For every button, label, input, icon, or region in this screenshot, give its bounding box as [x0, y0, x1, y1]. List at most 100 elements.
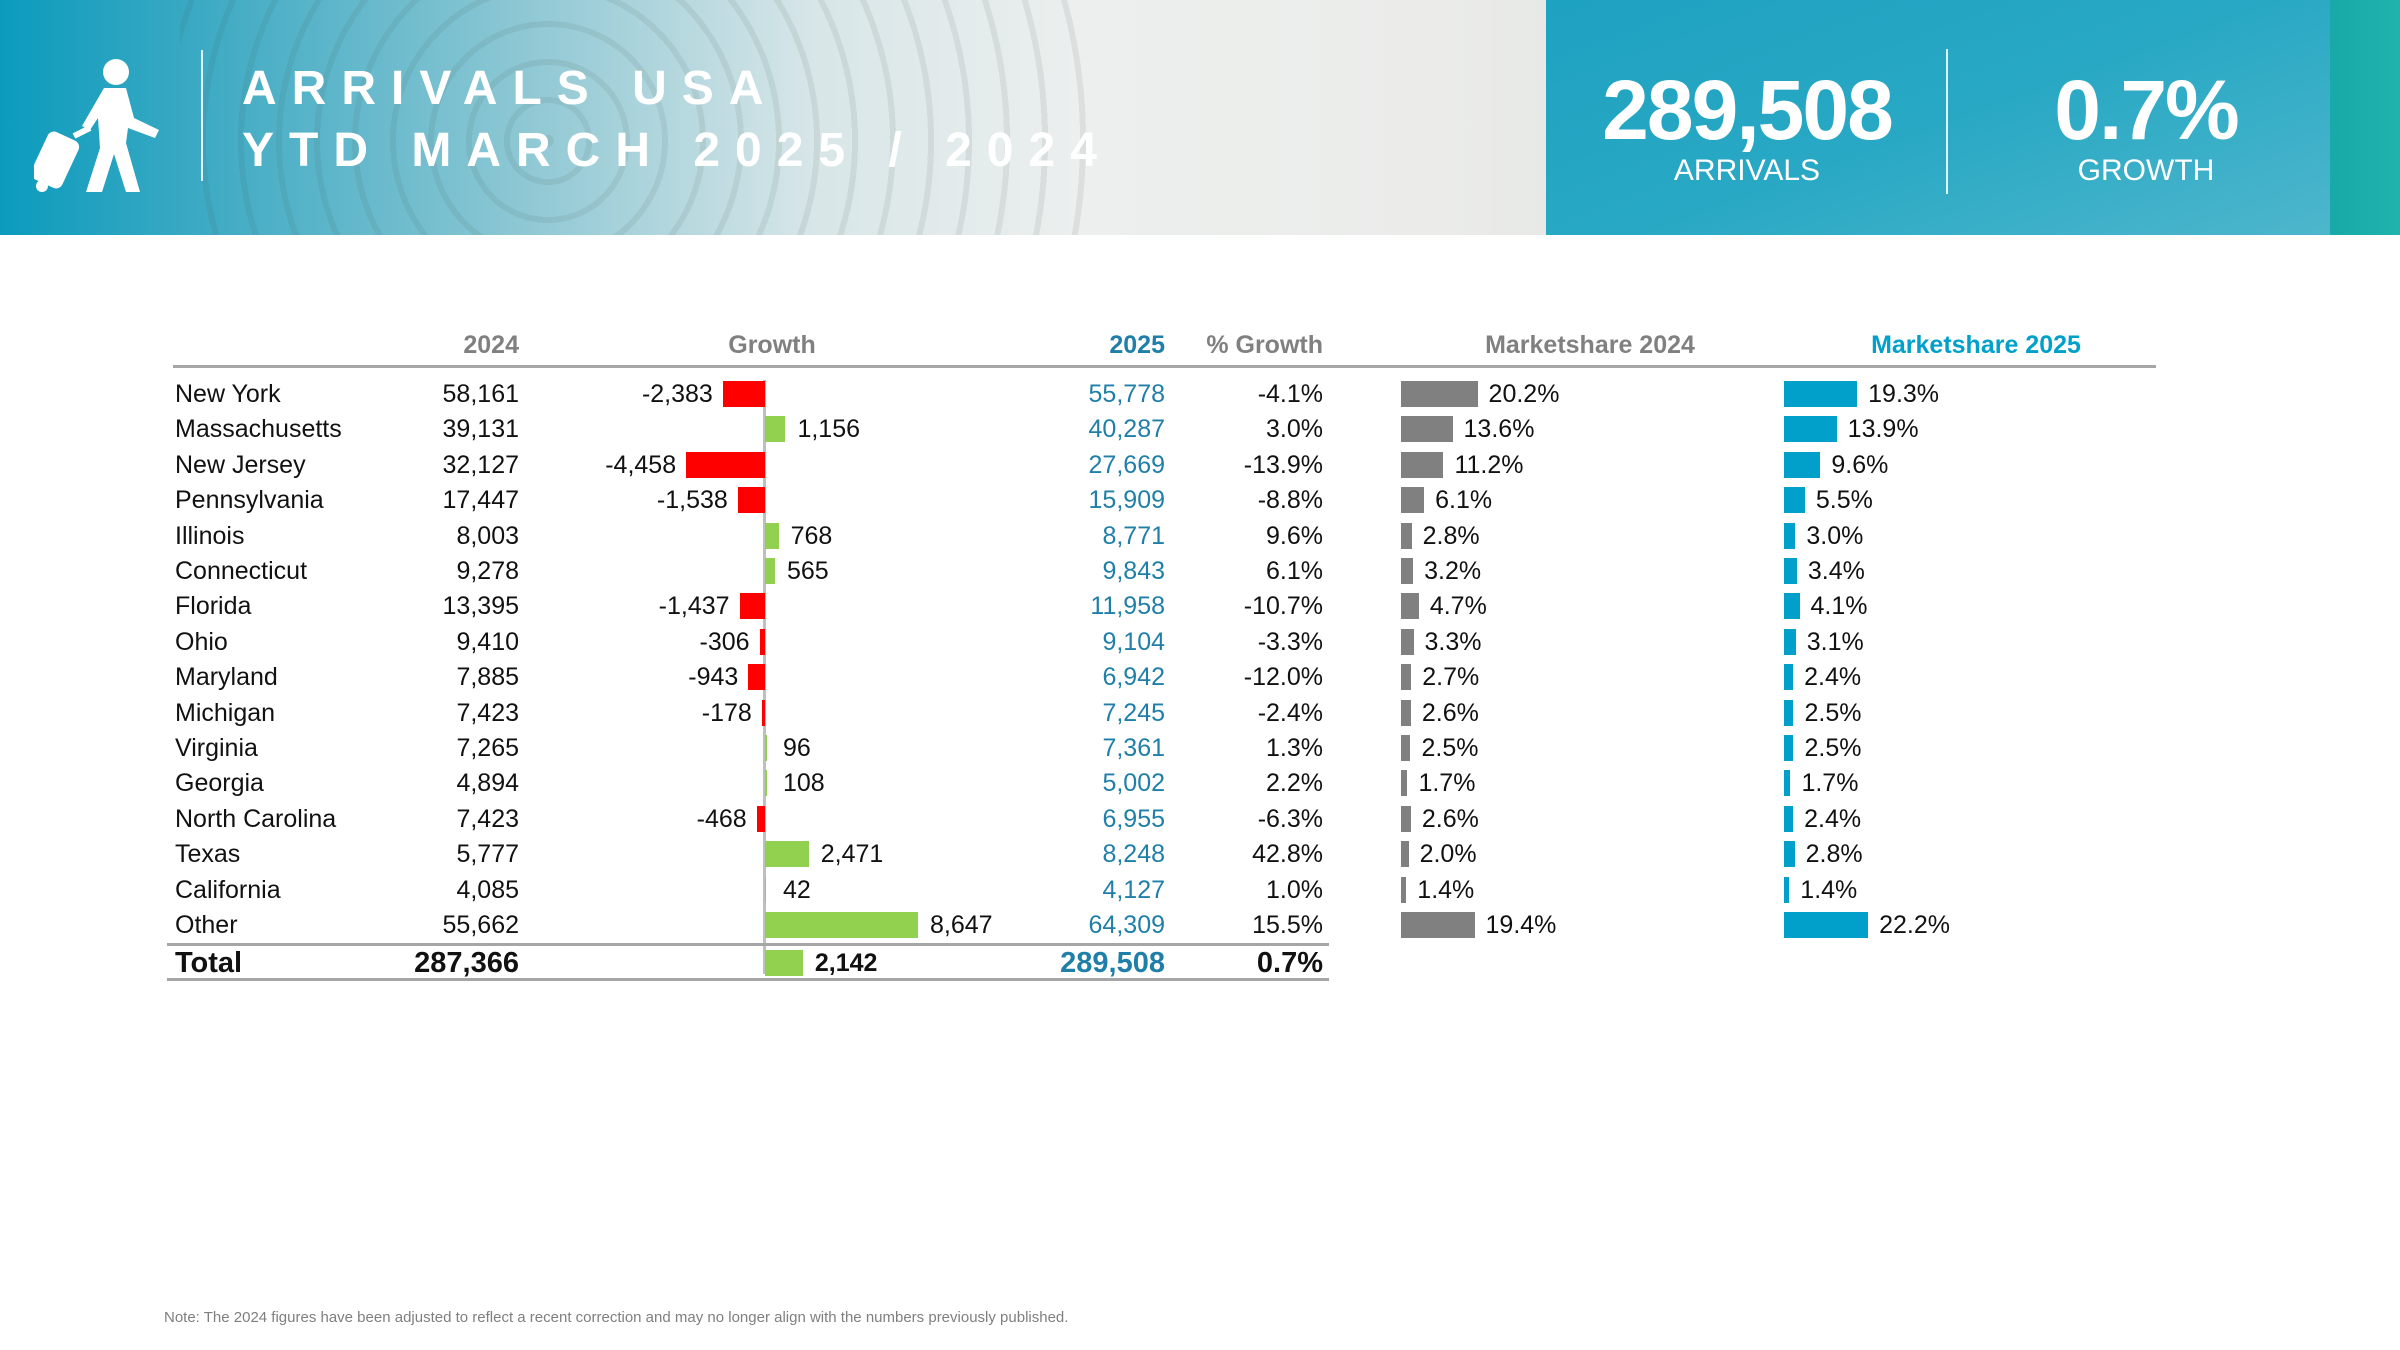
table-row: Georgia 4,894 108 5,002 2.2% 1.7% 1.7% — [0, 766, 2400, 800]
pct-growth: 6.1% — [1266, 557, 1323, 585]
state-name: Maryland — [175, 663, 278, 692]
growth-bar — [739, 593, 765, 620]
traveler-with-suitcase-icon — [34, 59, 159, 192]
state-name: Florida — [175, 592, 252, 621]
value-2024: 7,265 — [456, 734, 519, 762]
header-rule — [173, 365, 2156, 368]
growth-bar — [686, 451, 765, 478]
pct-growth: -8.8% — [1257, 486, 1323, 515]
kpi-divider — [1946, 49, 1948, 194]
marketshare-2024-bar — [1401, 699, 1411, 726]
marketshare-2025-label: 3.1% — [1806, 627, 1864, 656]
growth-label: 96 — [783, 734, 811, 762]
marketshare-2024-label: 3.3% — [1424, 627, 1482, 656]
marketshare-2024-label: 1.7% — [1418, 769, 1476, 798]
growth-bar — [756, 805, 765, 832]
pct-growth: 1.3% — [1266, 734, 1323, 762]
pct-growth: -13.9% — [1243, 450, 1323, 479]
growth-label: 2,142 — [814, 949, 878, 977]
growth-bar — [765, 735, 767, 761]
marketshare-2024-bar — [1401, 841, 1409, 868]
growth-bar — [765, 558, 775, 584]
marketshare-2024-bar — [1401, 451, 1444, 478]
value-2024: 39,131 — [442, 415, 519, 444]
pct-growth: 15.5% — [1252, 911, 1323, 939]
state-name: Illinois — [175, 521, 245, 550]
value-2025: 27,669 — [1088, 450, 1165, 479]
marketshare-2024-bar — [1401, 876, 1407, 903]
marketshare-2024-bar — [1401, 487, 1425, 514]
value-2025: 5,002 — [1102, 769, 1165, 798]
marketshare-2024-bar — [1401, 735, 1411, 761]
marketshare-2025-label: 2.5% — [1804, 734, 1862, 762]
marketshare-2025-label: 13.9% — [1847, 415, 1919, 444]
marketshare-2024-label: 2.7% — [1422, 663, 1480, 692]
table-row: Virginia 7,265 96 7,361 1.3% 2.5% 2.5% — [0, 731, 2400, 765]
table-row: Massachusetts 39,131 1,156 40,287 3.0% 13.6% 1… — [0, 412, 2400, 446]
marketshare-2024-label: 2.6% — [1421, 698, 1479, 727]
value-2024: 5,777 — [456, 840, 519, 869]
value-2024: 8,003 — [456, 521, 519, 550]
marketshare-2024-label: 19.4% — [1485, 911, 1557, 939]
value-2024: 58,161 — [442, 380, 519, 408]
total-bottom-rule — [167, 978, 1329, 981]
value-2025: 8,248 — [1102, 840, 1165, 869]
marketshare-2025-bar — [1784, 912, 1869, 938]
state-name: California — [175, 875, 281, 904]
state-name: Ohio — [175, 627, 228, 656]
marketshare-2024-label: 6.1% — [1435, 486, 1493, 515]
state-name: New York — [175, 380, 281, 408]
state-name: North Carolina — [175, 804, 337, 833]
state-name: Total — [175, 947, 243, 979]
pct-growth: -6.3% — [1257, 804, 1323, 833]
growth-label: -1,437 — [658, 592, 730, 621]
header-banner: ARRIVALS USA YTD MARCH 2025 / 2024 289,5… — [0, 0, 2400, 235]
marketshare-2025-bar — [1784, 487, 1805, 514]
table-row: Illinois 8,003 768 8,771 9.6% 2.8% 3.0% — [0, 519, 2400, 553]
marketshare-2024-label: 2.0% — [1419, 840, 1477, 869]
marketshare-2024-label: 11.2% — [1454, 450, 1524, 479]
marketshare-2025-label: 1.7% — [1801, 769, 1859, 798]
growth-label: 1,156 — [797, 415, 861, 444]
state-name: Pennsylvania — [175, 486, 324, 515]
value-2024: 7,423 — [456, 804, 519, 833]
growth-label: -178 — [701, 698, 752, 727]
marketshare-2025-label: 4.1% — [1810, 592, 1868, 621]
growth-bar — [761, 699, 765, 726]
marketshare-2025-label: 22.2% — [1879, 911, 1951, 939]
growth-label: 8,647 — [930, 911, 993, 939]
kpi-growth-value: 0.7% — [2054, 63, 2239, 157]
value-2025: 40,287 — [1088, 415, 1165, 444]
state-name: Massachusetts — [175, 415, 342, 444]
growth-bar — [722, 381, 765, 407]
growth-bar — [748, 664, 765, 691]
growth-bar — [765, 841, 809, 868]
value-2024: 55,662 — [442, 911, 519, 939]
marketshare-2024-bar — [1401, 912, 1475, 938]
sea-edge-image — [2330, 0, 2400, 235]
value-2024: 7,885 — [456, 663, 519, 692]
marketshare-2024-label: 4.7% — [1429, 592, 1487, 621]
kpi-arrivals-label: ARRIVALS — [1673, 154, 1821, 187]
marketshare-2025-bar — [1784, 558, 1797, 584]
marketshare-2024-bar — [1401, 805, 1411, 832]
marketshare-2025-label: 9.6% — [1831, 450, 1889, 479]
marketshare-2025-bar — [1784, 699, 1794, 726]
value-2025: 9,104 — [1102, 627, 1165, 656]
table-row: New Jersey 32,127 -4,458 27,669 -13.9% 11.2% 9… — [0, 448, 2400, 482]
value-2025: 9,843 — [1102, 557, 1165, 585]
marketshare-2025-label: 2.4% — [1804, 663, 1862, 692]
kpi-arrivals-value: 289,508 — [1602, 63, 1894, 157]
marketshare-2024-label: 1.4% — [1417, 875, 1475, 904]
growth-label: -2,383 — [641, 380, 713, 408]
marketshare-2025-bar — [1784, 416, 1837, 443]
pct-growth: 0.7% — [1256, 947, 1323, 979]
state-name: New Jersey — [175, 450, 306, 479]
marketshare-2024-label: 13.6% — [1463, 415, 1535, 444]
pct-growth: 2.2% — [1266, 769, 1323, 798]
growth-label: -1,538 — [656, 486, 728, 515]
marketshare-2024-bar — [1401, 416, 1453, 443]
marketshare-2025-bar — [1784, 805, 1794, 832]
value-2025: 55,778 — [1088, 380, 1165, 408]
kpi-growth-label: GROWTH — [2077, 154, 2215, 187]
